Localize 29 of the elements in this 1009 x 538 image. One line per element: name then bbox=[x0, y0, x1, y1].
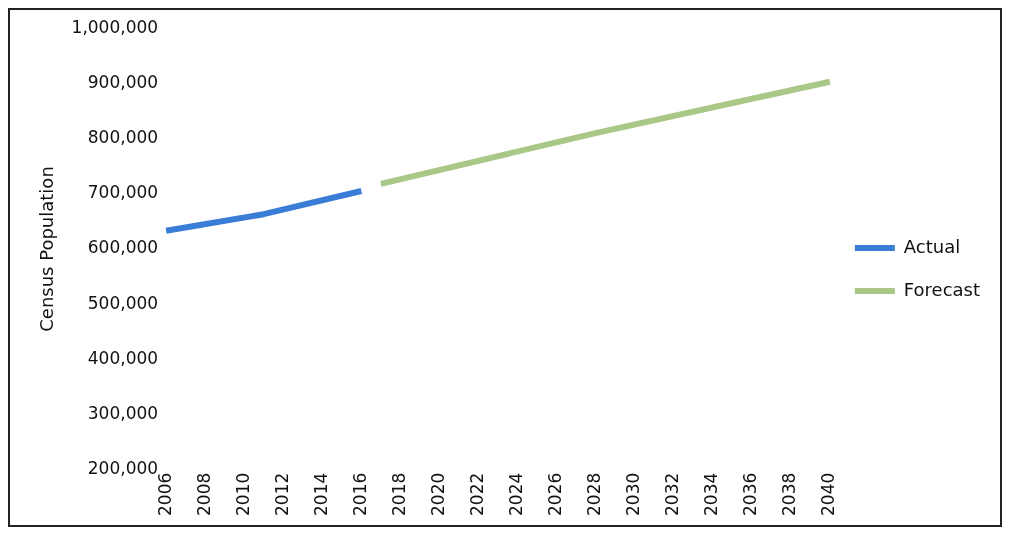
x-tick-label: 2012 bbox=[271, 472, 292, 516]
x-tick-label: 2036 bbox=[740, 472, 761, 516]
y-tick-label: 700,000 bbox=[87, 182, 159, 203]
x-tick-label: 2022 bbox=[466, 472, 487, 516]
x-tick-label: 2014 bbox=[310, 472, 331, 516]
x-tick-label: 2026 bbox=[544, 472, 565, 516]
y-axis-title: Census Population bbox=[36, 166, 58, 332]
y-tick-label: 500,000 bbox=[87, 292, 159, 313]
y-tick-label: 600,000 bbox=[87, 237, 159, 258]
y-tick-label: 900,000 bbox=[87, 71, 159, 92]
x-tick-label: 2018 bbox=[388, 472, 409, 516]
x-tick-label: 2040 bbox=[818, 472, 839, 516]
y-tick-label: 200,000 bbox=[87, 458, 159, 479]
y-tick-label: 300,000 bbox=[87, 402, 159, 423]
x-tick-label: 2016 bbox=[349, 472, 370, 516]
x-tick-label: 2010 bbox=[232, 472, 253, 516]
x-tick-label: 2032 bbox=[662, 472, 683, 516]
y-tick-label: 400,000 bbox=[87, 347, 159, 368]
x-tick-label: 2038 bbox=[779, 472, 800, 516]
legend-label: Actual bbox=[903, 235, 961, 257]
x-tick-label: 2030 bbox=[623, 472, 644, 516]
x-tick-label: 2020 bbox=[427, 472, 448, 516]
x-tick-label: 2028 bbox=[584, 472, 604, 516]
legend-label: Forecast bbox=[903, 278, 981, 300]
y-tick-label: 1,000,000 bbox=[71, 16, 159, 37]
x-tick-label: 2008 bbox=[193, 472, 214, 516]
y-tick-label: 800,000 bbox=[87, 127, 159, 148]
x-tick-label: 2034 bbox=[701, 472, 722, 516]
x-tick-label: 2024 bbox=[505, 472, 526, 516]
